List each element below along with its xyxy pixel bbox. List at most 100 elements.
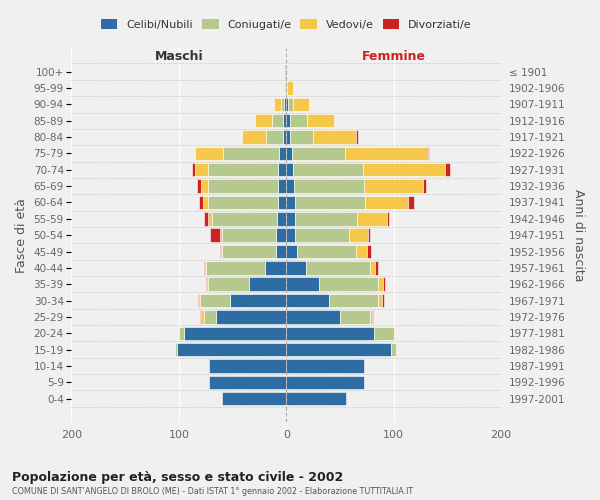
- Bar: [286, 359, 364, 372]
- Bar: [293, 98, 309, 111]
- Bar: [212, 212, 277, 226]
- Bar: [220, 245, 221, 258]
- Bar: [208, 163, 278, 176]
- Bar: [285, 65, 286, 78]
- Bar: [295, 228, 349, 242]
- Bar: [377, 294, 382, 308]
- Bar: [286, 278, 319, 291]
- Bar: [203, 261, 205, 274]
- Bar: [364, 180, 423, 193]
- Bar: [294, 180, 364, 193]
- Bar: [293, 163, 362, 176]
- Bar: [370, 310, 372, 324]
- Bar: [195, 163, 208, 176]
- Text: COMUNE DI SANT’ANGELO DI BROLO (ME) - Dati ISTAT 1° gennaio 2002 - Elaborazione : COMUNE DI SANT’ANGELO DI BROLO (ME) - Da…: [12, 488, 413, 496]
- Bar: [367, 245, 371, 258]
- Bar: [208, 212, 212, 226]
- Bar: [220, 228, 222, 242]
- Bar: [284, 82, 285, 94]
- Bar: [286, 196, 295, 209]
- Bar: [199, 294, 200, 308]
- Text: Popolazione per età, sesso e stato civile - 2002: Popolazione per età, sesso e stato civil…: [12, 471, 343, 484]
- Bar: [197, 180, 202, 193]
- Bar: [362, 163, 445, 176]
- Bar: [295, 196, 365, 209]
- Bar: [279, 146, 286, 160]
- Bar: [423, 180, 426, 193]
- Bar: [357, 212, 387, 226]
- Bar: [372, 310, 373, 324]
- Bar: [368, 228, 370, 242]
- Bar: [209, 359, 286, 372]
- Bar: [203, 310, 217, 324]
- Bar: [202, 310, 203, 324]
- Bar: [297, 245, 356, 258]
- Bar: [290, 114, 307, 128]
- Bar: [177, 343, 286, 356]
- Bar: [286, 392, 346, 406]
- Bar: [394, 326, 395, 340]
- Bar: [209, 376, 286, 389]
- Bar: [305, 261, 370, 274]
- Bar: [210, 228, 220, 242]
- Bar: [286, 98, 289, 111]
- Bar: [200, 310, 202, 324]
- Bar: [184, 326, 286, 340]
- Bar: [281, 98, 284, 111]
- Bar: [377, 278, 383, 291]
- Bar: [329, 294, 377, 308]
- Bar: [175, 343, 177, 356]
- Bar: [278, 180, 286, 193]
- Bar: [275, 245, 286, 258]
- Bar: [272, 114, 283, 128]
- Bar: [307, 114, 334, 128]
- Bar: [286, 310, 340, 324]
- Bar: [286, 180, 294, 193]
- Bar: [286, 326, 374, 340]
- Bar: [286, 294, 329, 308]
- Bar: [356, 130, 358, 144]
- Bar: [202, 180, 208, 193]
- Bar: [346, 146, 428, 160]
- Bar: [340, 310, 370, 324]
- Bar: [319, 278, 377, 291]
- Bar: [208, 180, 278, 193]
- Bar: [205, 261, 206, 274]
- Bar: [285, 82, 286, 94]
- Bar: [206, 278, 207, 291]
- Bar: [179, 326, 184, 340]
- Text: Femmine: Femmine: [362, 50, 426, 64]
- Bar: [382, 294, 384, 308]
- Bar: [265, 261, 286, 274]
- Bar: [387, 212, 389, 226]
- Bar: [286, 82, 287, 94]
- Bar: [203, 212, 208, 226]
- Bar: [277, 212, 286, 226]
- Bar: [206, 261, 265, 274]
- Y-axis label: Fasce di età: Fasce di età: [15, 198, 28, 272]
- Bar: [199, 196, 203, 209]
- Bar: [408, 196, 414, 209]
- Bar: [286, 212, 295, 226]
- Y-axis label: Anni di nascita: Anni di nascita: [572, 189, 585, 282]
- Bar: [286, 261, 305, 274]
- Bar: [278, 163, 286, 176]
- Bar: [295, 212, 357, 226]
- Bar: [292, 146, 346, 160]
- Bar: [286, 163, 293, 176]
- Bar: [391, 343, 396, 356]
- Bar: [223, 146, 279, 160]
- Bar: [275, 228, 286, 242]
- Bar: [221, 245, 222, 258]
- Bar: [428, 146, 429, 160]
- Bar: [222, 228, 275, 242]
- Bar: [217, 310, 286, 324]
- Bar: [255, 114, 272, 128]
- Bar: [203, 196, 208, 209]
- Bar: [222, 392, 286, 406]
- Bar: [230, 294, 286, 308]
- Bar: [200, 294, 230, 308]
- Bar: [192, 163, 195, 176]
- Text: Maschi: Maschi: [155, 50, 203, 64]
- Bar: [290, 130, 313, 144]
